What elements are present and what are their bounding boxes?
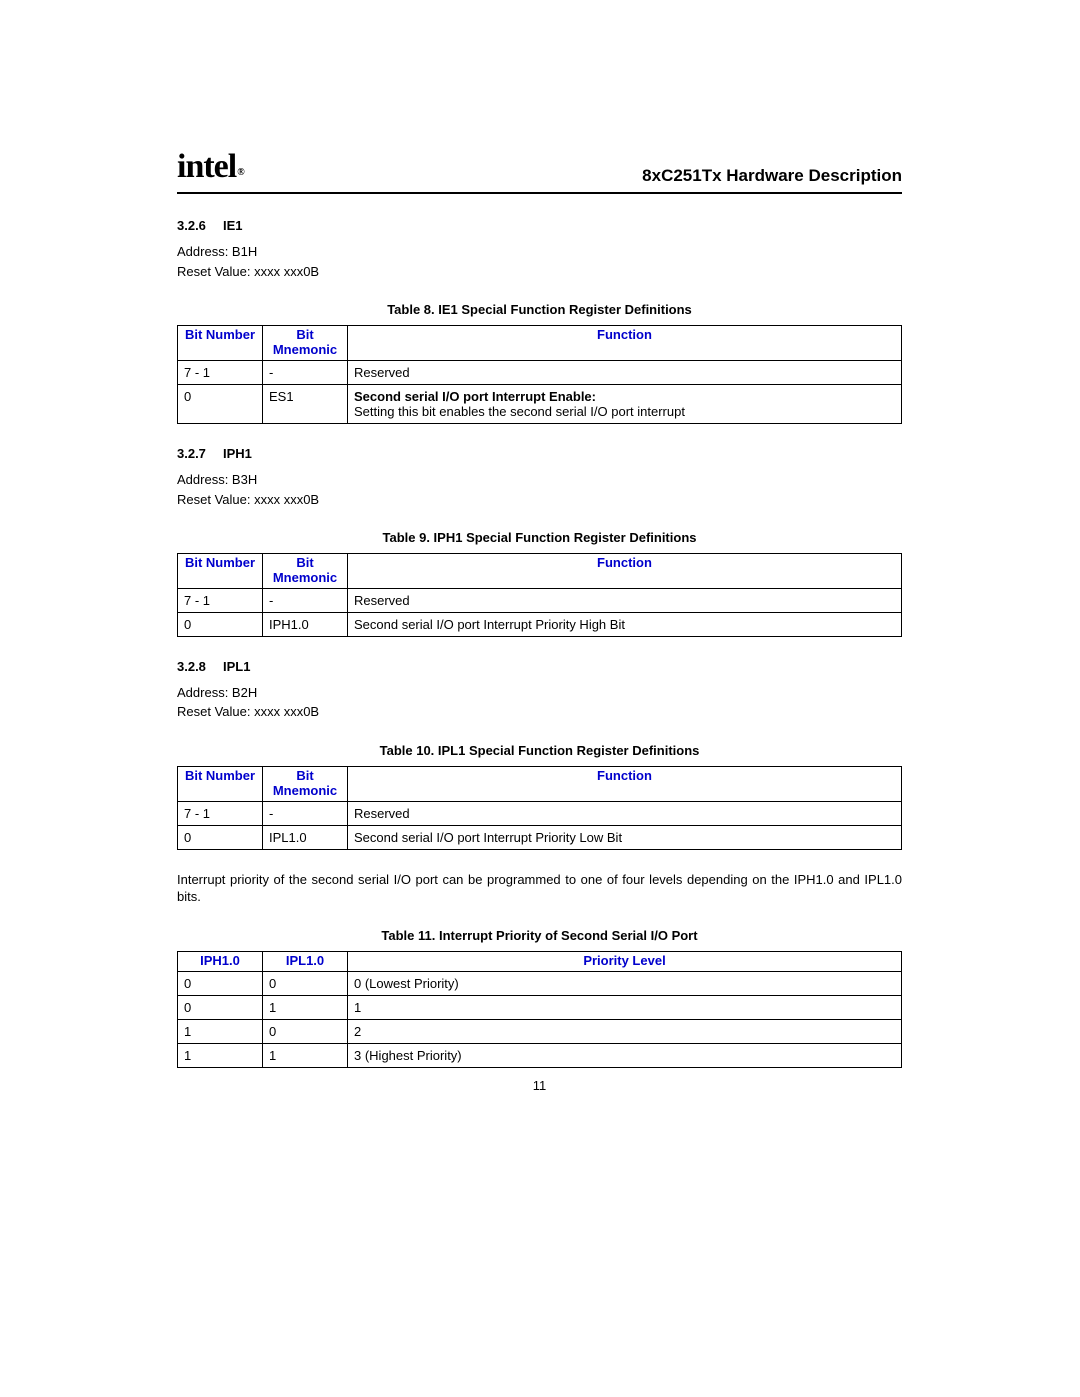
table9-caption: Table 9. IPH1 Special Function Register … [177,530,902,545]
table-header-row: Bit Number Bit Mnemonic Function [178,767,902,802]
page-content: intel® 8xC251Tx Hardware Description 3.2… [177,148,902,1090]
th-bit-mnemonic: Bit Mnemonic [263,326,348,361]
table-row: 1 0 2 [178,1019,902,1043]
table9: Bit Number Bit Mnemonic Function 7 - 1 -… [177,553,902,637]
th-ipl: IPL1.0 [263,951,348,971]
th-function: Function [348,554,902,589]
intel-logo: intel® [177,148,243,186]
th-bit-number: Bit Number [178,767,263,802]
cell-func: Reserved [348,360,902,384]
cell-bitnum: 7 - 1 [178,801,263,825]
cell-func: Second serial I/O port Interrupt Priorit… [348,825,902,849]
table11: IPH1.0 IPL1.0 Priority Level 0 0 0 (Lowe… [177,951,902,1068]
cell-func: Reserved [348,801,902,825]
table-row: 0 0 0 (Lowest Priority) [178,971,902,995]
cell-prio: 1 [348,995,902,1019]
table-header-row: Bit Number Bit Mnemonic Function [178,554,902,589]
cell-iph: 1 [178,1019,263,1043]
cell-bitnum: 0 [178,612,263,636]
cell-prio: 3 (Highest Priority) [348,1043,902,1067]
section-name: IE1 [223,218,243,233]
cell-bitnum: 7 - 1 [178,588,263,612]
cell-iph: 0 [178,971,263,995]
cell-bitnum: 7 - 1 [178,360,263,384]
section-heading-ipl1: 3.2.8IPL1 [177,659,902,674]
ipl1-reset: Reset Value: xxxx xxx0B [177,703,902,721]
cell-bitnum: 0 [178,384,263,423]
th-function: Function [348,326,902,361]
cell-ipl: 0 [263,971,348,995]
interrupt-priority-paragraph: Interrupt priority of the second serial … [177,872,902,906]
cell-ipl: 1 [263,995,348,1019]
table-row: 1 1 3 (Highest Priority) [178,1043,902,1067]
cell-func: Reserved [348,588,902,612]
table-header-row: Bit Number Bit Mnemonic Function [178,326,902,361]
th-function: Function [348,767,902,802]
th-iph: IPH1.0 [178,951,263,971]
table10: Bit Number Bit Mnemonic Function 7 - 1 -… [177,766,902,850]
page-number: 11 [177,1078,902,1093]
cell-prio: 0 (Lowest Priority) [348,971,902,995]
section-number: 3.2.8 [177,659,223,674]
cell-ipl: 0 [263,1019,348,1043]
table-row: 7 - 1 - Reserved [178,360,902,384]
table11-caption: Table 11. Interrupt Priority of Second S… [177,928,902,943]
section-number: 3.2.6 [177,218,223,233]
cell-mnem: IPL1.0 [263,825,348,849]
func-text: Setting this bit enables the second seri… [354,404,685,419]
th-bit-number: Bit Number [178,554,263,589]
section-number: 3.2.7 [177,446,223,461]
table-row: 0 IPL1.0 Second serial I/O port Interrup… [178,825,902,849]
cell-mnem: IPH1.0 [263,612,348,636]
th-bit-mnemonic: Bit Mnemonic [263,554,348,589]
cell-func: Second serial I/O port Interrupt Priorit… [348,612,902,636]
logo-text: intel [177,148,236,185]
cell-mnem: - [263,801,348,825]
ipl1-address: Address: B2H [177,684,902,702]
table-row: 7 - 1 - Reserved [178,588,902,612]
section-name: IPL1 [223,659,250,674]
table8-caption: Table 8. IE1 Special Function Register D… [177,302,902,317]
table-row: 0 ES1 Second serial I/O port Interrupt E… [178,384,902,423]
table10-caption: Table 10. IPL1 Special Function Register… [177,743,902,758]
table-row: 0 IPH1.0 Second serial I/O port Interrup… [178,612,902,636]
th-priority: Priority Level [348,951,902,971]
th-bit-number: Bit Number [178,326,263,361]
cell-mnem: - [263,588,348,612]
table-header-row: IPH1.0 IPL1.0 Priority Level [178,951,902,971]
section-heading-ie1: 3.2.6IE1 [177,218,902,233]
iph1-address: Address: B3H [177,471,902,489]
cell-mnem: - [263,360,348,384]
th-bit-mnemonic: Bit Mnemonic [263,767,348,802]
iph1-reset: Reset Value: xxxx xxx0B [177,491,902,509]
func-bold: Second serial I/O port Interrupt Enable: [354,389,596,404]
page-header: intel® 8xC251Tx Hardware Description [177,148,902,194]
section-name: IPH1 [223,446,252,461]
table-row: 0 1 1 [178,995,902,1019]
cell-func: Second serial I/O port Interrupt Enable:… [348,384,902,423]
registered-mark: ® [237,167,243,178]
ie1-address: Address: B1H [177,243,902,261]
document-title: 8xC251Tx Hardware Description [642,166,902,186]
cell-bitnum: 0 [178,825,263,849]
cell-prio: 2 [348,1019,902,1043]
cell-iph: 1 [178,1043,263,1067]
ie1-reset: Reset Value: xxxx xxx0B [177,263,902,281]
cell-ipl: 1 [263,1043,348,1067]
table8: Bit Number Bit Mnemonic Function 7 - 1 -… [177,325,902,424]
section-heading-iph1: 3.2.7IPH1 [177,446,902,461]
cell-mnem: ES1 [263,384,348,423]
table-row: 7 - 1 - Reserved [178,801,902,825]
cell-iph: 0 [178,995,263,1019]
